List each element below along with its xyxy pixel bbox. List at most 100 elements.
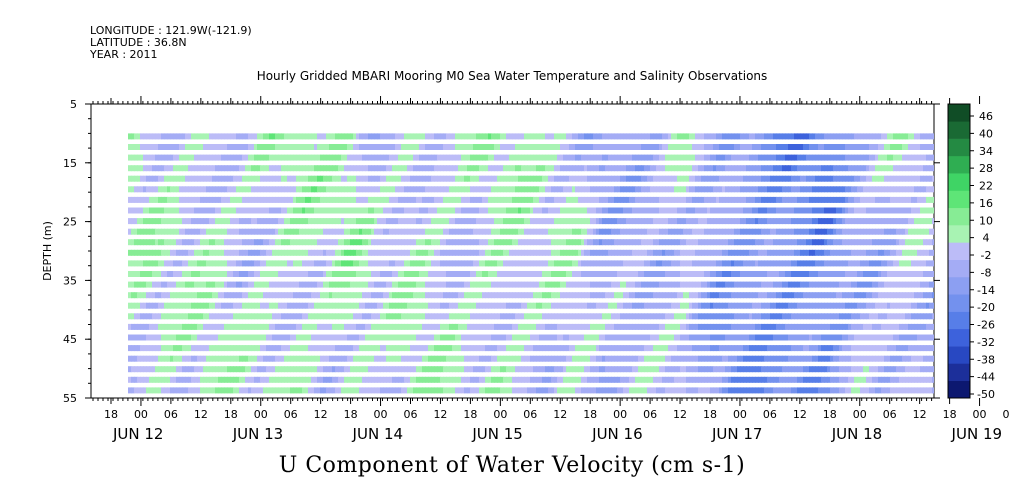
- heatmap-cell: [635, 228, 639, 235]
- heatmap-cell: [215, 165, 219, 172]
- heatmap-cell: [440, 366, 444, 373]
- heatmap-cell: [248, 281, 252, 288]
- heatmap-cell: [173, 249, 177, 256]
- heatmap-cell: [221, 228, 225, 235]
- heatmap-cell: [677, 334, 681, 341]
- heatmap-cell: [416, 323, 420, 330]
- heatmap-cell: [680, 228, 684, 235]
- heatmap-cell: [485, 260, 489, 267]
- heatmap-cell: [608, 355, 612, 362]
- heatmap-cell: [233, 376, 237, 383]
- heatmap-cell: [509, 355, 513, 362]
- heatmap-cell: [263, 260, 267, 267]
- heatmap-cell: [281, 334, 285, 341]
- heatmap-cell: [194, 302, 198, 309]
- heatmap-cell: [374, 271, 378, 277]
- heatmap-cell: [545, 207, 549, 214]
- heatmap-cell: [383, 366, 387, 373]
- heatmap-cell: [239, 228, 243, 235]
- heatmap-cell: [263, 302, 267, 309]
- heatmap-cell: [491, 271, 495, 277]
- heatmap-cell: [284, 175, 288, 182]
- heatmap-cell: [365, 154, 369, 161]
- heatmap-cell: [431, 345, 435, 352]
- heatmap-cell: [347, 387, 351, 394]
- heatmap-cell: [449, 355, 453, 362]
- heatmap-cell: [266, 302, 270, 309]
- heatmap-cell: [173, 175, 177, 182]
- heatmap-cell: [314, 366, 318, 373]
- heatmap-cell: [365, 398, 369, 404]
- heatmap-cell: [434, 175, 438, 182]
- heatmap-cell: [416, 334, 420, 341]
- heatmap-cell: [401, 302, 405, 309]
- heatmap-cell: [158, 323, 162, 330]
- heatmap-cell: [389, 207, 393, 214]
- heatmap-cell: [227, 302, 231, 309]
- heatmap-cell: [422, 260, 426, 267]
- heatmap-cell: [683, 323, 687, 330]
- heatmap-cell: [695, 228, 699, 235]
- heatmap-cell: [626, 302, 630, 309]
- heatmap-cell: [503, 271, 507, 277]
- heatmap-cell: [278, 387, 282, 394]
- heatmap-cell: [308, 271, 312, 277]
- heatmap-cell: [455, 313, 459, 320]
- heatmap-cell: [185, 271, 189, 277]
- heatmap-cell: [263, 345, 267, 352]
- heatmap-cell: [701, 239, 705, 246]
- heatmap-cell: [602, 334, 606, 341]
- heatmap-cell: [155, 133, 159, 140]
- heatmap-cell: [230, 313, 234, 320]
- heatmap-cell: [653, 355, 657, 362]
- heatmap-cell: [566, 302, 570, 309]
- heatmap-cell: [518, 239, 522, 246]
- heatmap-cell: [689, 249, 693, 256]
- heatmap-cell: [353, 260, 357, 267]
- heatmap-cell: [686, 292, 690, 299]
- heatmap-cell: [383, 398, 387, 404]
- heatmap-cell: [443, 334, 447, 341]
- heatmap-cell: [338, 196, 342, 203]
- heatmap-cell: [587, 249, 591, 256]
- heatmap-cell: [545, 133, 549, 140]
- heatmap-cell: [338, 271, 342, 277]
- heatmap-cell: [239, 186, 243, 193]
- heatmap-cell: [368, 292, 372, 299]
- heatmap-cell: [191, 154, 195, 161]
- heatmap-cell: [584, 323, 588, 330]
- heatmap-cell: [224, 302, 228, 309]
- heatmap-cell: [446, 376, 450, 383]
- heatmap-cell: [215, 175, 219, 182]
- heatmap-cell: [143, 228, 147, 235]
- heatmap-cell: [584, 133, 588, 140]
- heatmap-cell: [458, 165, 462, 172]
- heatmap-cell: [572, 196, 576, 203]
- heatmap-cell: [164, 313, 168, 320]
- heatmap-cell: [308, 323, 312, 330]
- heatmap-cell: [557, 133, 561, 140]
- heatmap-cell: [638, 376, 642, 383]
- heatmap-cell: [539, 249, 543, 256]
- heatmap-cell: [206, 323, 210, 330]
- heatmap-cell: [542, 239, 546, 246]
- heatmap-cell: [134, 228, 138, 235]
- heatmap-cell: [458, 175, 462, 182]
- heatmap-cell: [275, 376, 279, 383]
- heatmap-cell: [509, 186, 513, 193]
- heatmap-cell: [698, 292, 702, 299]
- heatmap-cell: [299, 355, 303, 362]
- heatmap-cell: [470, 228, 474, 235]
- heatmap-cell: [644, 260, 648, 267]
- heatmap-cell: [401, 144, 405, 150]
- heatmap-cell: [434, 249, 438, 256]
- heatmap-cell: [563, 175, 567, 182]
- heatmap-cell: [176, 323, 180, 330]
- heatmap-cell: [374, 196, 378, 203]
- heatmap-cell: [617, 154, 621, 161]
- heatmap-cell: [374, 154, 378, 161]
- heatmap-cell: [515, 355, 519, 362]
- heatmap-cell: [329, 144, 333, 150]
- heatmap-cell: [671, 218, 675, 225]
- heatmap-cell: [281, 207, 285, 214]
